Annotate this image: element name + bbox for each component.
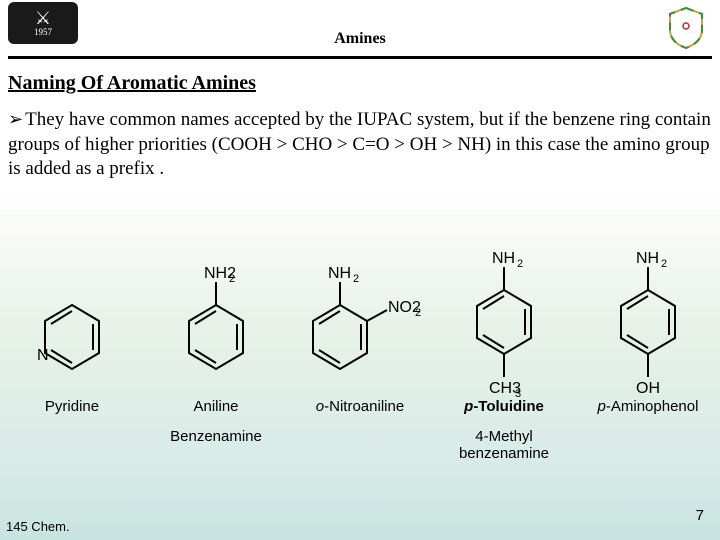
structures-row: N NH2 2 NH [0, 200, 720, 400]
label-o-nitroaniline: o-Nitroaniline [293, 398, 428, 415]
molecule-p-toluidine: NH 2 CH3 3 [437, 235, 572, 400]
label-p-toluidine: p-Toluidine [437, 398, 572, 415]
palm-icon: ⚔ [35, 9, 51, 27]
label-alt-1: Benzenamine [149, 428, 284, 462]
svg-text:2: 2 [353, 273, 359, 285]
molecule-p-aminophenol: NH 2 OH [581, 235, 716, 400]
labels-row-2: Benzenamine 4-Methyl benzenamine [0, 428, 720, 462]
molecule-pyridine: N [5, 250, 140, 400]
bullet-arrow-icon: ➢ [8, 108, 23, 131]
page-number: 7 [696, 507, 704, 524]
svg-text:NH: NH [636, 250, 659, 267]
svg-text:2: 2 [661, 258, 667, 270]
label-pyridine: Pyridine [5, 398, 140, 415]
header-rule [8, 56, 712, 59]
page-title: Amines [0, 30, 720, 48]
svg-text:NH: NH [328, 265, 351, 282]
body-paragraph: ➢They have common names accepted by the … [8, 108, 712, 182]
molecule-o-nitroaniline: NH 2 NO2 2 [293, 250, 428, 400]
svg-text:2: 2 [229, 273, 235, 285]
svg-text:2: 2 [415, 307, 421, 319]
label-p-aminophenol: p-Aminophenol [581, 398, 716, 415]
svg-text:2: 2 [517, 258, 523, 270]
sub-para: OH [636, 380, 660, 397]
body-text: They have common names accepted by the I… [8, 109, 711, 179]
label-alt-2 [293, 428, 428, 462]
label-alt-0 [5, 428, 140, 462]
svg-text:NH: NH [492, 250, 515, 267]
molecule-aniline: NH2 2 [149, 250, 284, 400]
footer-left: 145 Chem. [6, 519, 70, 534]
labels-row-1: Pyridine Aniline o-Nitroaniline p-Toluid… [0, 398, 720, 415]
section-title: Naming Of Aromatic Amines [8, 72, 256, 95]
label-aniline: Aniline [149, 398, 284, 415]
svg-text:N: N [37, 347, 49, 364]
label-alt-4 [581, 428, 716, 462]
label-alt-3: 4-Methyl benzenamine [437, 428, 572, 462]
header: ⚔ 1957 Amines [0, 0, 720, 60]
